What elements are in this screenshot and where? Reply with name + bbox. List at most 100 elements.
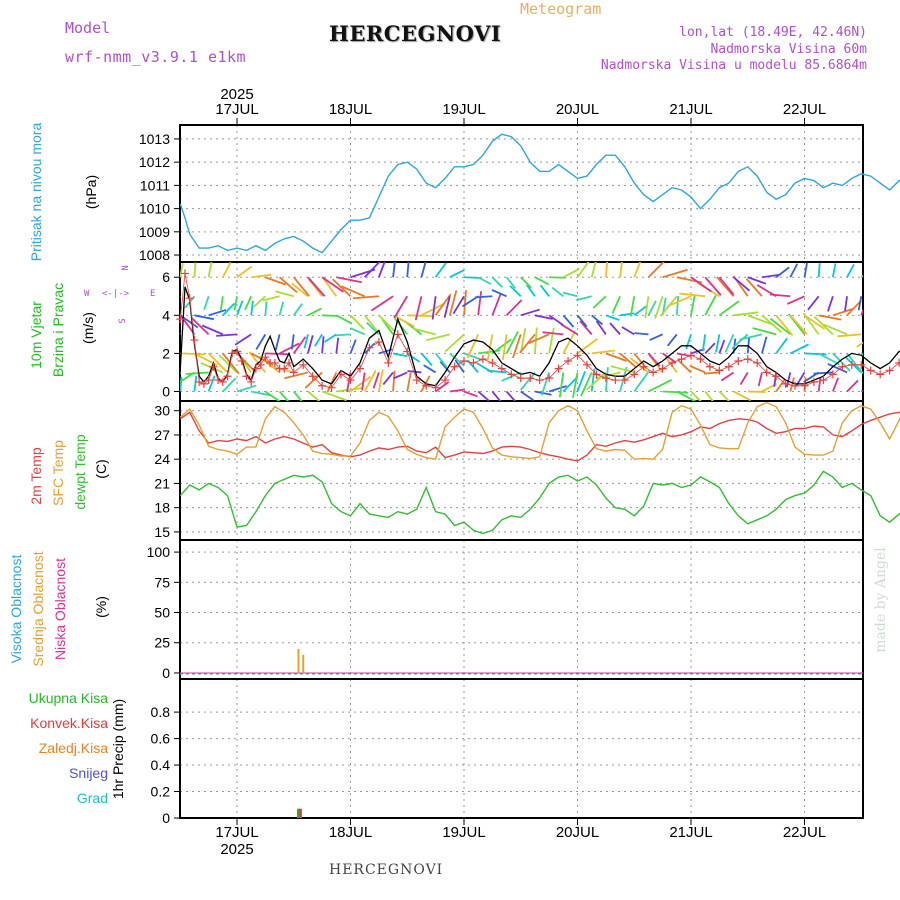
wind-arrow xyxy=(520,308,540,317)
wind-arrow xyxy=(846,300,862,316)
wind-arrow xyxy=(595,371,621,380)
wind-arrow xyxy=(463,390,478,398)
wind-arrow xyxy=(604,367,609,392)
wind-arrow xyxy=(180,295,181,298)
wind-arrow xyxy=(491,276,503,288)
wind-arrow xyxy=(307,276,326,297)
wind-arrow xyxy=(789,377,795,392)
wind-arrow xyxy=(248,351,267,373)
wind-arrow xyxy=(733,390,752,401)
wind-arrow xyxy=(633,305,647,317)
wind-arrow xyxy=(576,338,598,355)
model-label: Model xyxy=(65,19,111,37)
meteogram-label: Meteogram xyxy=(520,0,602,18)
wind-arrow xyxy=(591,314,603,326)
wind-arrow xyxy=(647,300,657,316)
wind-arrow xyxy=(477,276,492,285)
wind-arrow xyxy=(576,314,588,328)
wind-arrow xyxy=(307,390,321,401)
legend-convective-rain: Konvek.Kisa xyxy=(30,715,108,731)
wind-arrow xyxy=(720,371,735,382)
wind-arrow xyxy=(619,366,628,392)
wind-arrow xyxy=(509,285,522,297)
wind-arrow xyxy=(475,295,493,299)
y-tick-label: 0.6 xyxy=(151,731,171,747)
wind-arrow xyxy=(704,276,722,296)
wind-arrow xyxy=(831,263,837,278)
wind-arrow xyxy=(275,290,294,298)
wind-arrow xyxy=(326,372,338,393)
wind-arrow xyxy=(452,295,465,315)
wind-arrow xyxy=(278,301,285,316)
wind-arrow xyxy=(393,295,409,319)
wind-arrow xyxy=(731,333,749,350)
wind-arrow xyxy=(775,314,794,336)
wind-arrow xyxy=(321,276,344,293)
wind-arrow xyxy=(392,370,396,392)
wind-arrow xyxy=(747,314,773,326)
wind-arrow xyxy=(444,333,465,353)
wind-arrow xyxy=(180,352,206,356)
wind-arrow xyxy=(775,266,790,278)
wind-arrow xyxy=(586,371,607,391)
wind-arrow xyxy=(193,375,198,392)
wind-arrow xyxy=(846,352,863,374)
y-tick-label: 0 xyxy=(162,383,170,399)
y-tick-label: 4 xyxy=(162,307,170,323)
date-label-top: 21JUL xyxy=(669,101,712,118)
wind-arrow xyxy=(392,352,408,358)
wind-speed-line xyxy=(179,286,900,387)
wind-arrow xyxy=(443,296,451,318)
wind-arrow xyxy=(491,293,502,316)
wind-arrow xyxy=(321,390,347,401)
wind-arrow xyxy=(251,273,272,279)
wind-arrow xyxy=(323,333,337,343)
wind-arrow xyxy=(739,371,749,386)
wind-arrow xyxy=(856,341,863,348)
wind-arrow xyxy=(528,333,550,345)
y-tick-label: 2 xyxy=(162,345,170,361)
model-name: wrf-nmm_v3.9.1 e1km xyxy=(65,48,247,66)
wind-arrow xyxy=(666,333,678,347)
wind-arrow xyxy=(875,275,892,277)
wind-arrows xyxy=(180,262,892,401)
wind-arrow xyxy=(619,352,637,368)
y-tick-label: 0 xyxy=(162,665,170,681)
wind-arrow xyxy=(562,268,580,279)
wind-arrow xyxy=(407,370,422,374)
wind-arrow xyxy=(590,368,596,392)
wind-arrow xyxy=(718,390,731,401)
wind-arrow xyxy=(216,333,238,337)
wind-arrow xyxy=(576,262,590,278)
wind-arrow xyxy=(562,376,578,393)
wind-arrow xyxy=(236,265,253,278)
y-tick-label: 0 xyxy=(162,810,170,826)
wind-arrow xyxy=(827,295,834,312)
wind-arrow xyxy=(548,314,564,326)
date-label-top: 17JUL xyxy=(215,101,258,118)
wind-arrow xyxy=(349,314,365,330)
wind-arrow xyxy=(837,333,862,338)
wind-arrow xyxy=(591,349,616,355)
wind-arrow xyxy=(818,352,840,366)
wind-arrow xyxy=(690,294,696,316)
wind-arrow xyxy=(745,278,763,297)
y-tick-label: 6 xyxy=(162,269,170,285)
wind-arrow xyxy=(633,370,651,393)
wind-arrow xyxy=(370,295,394,312)
wind-arrow xyxy=(542,331,564,336)
wind-arrow xyxy=(775,378,786,392)
lonlat-label: lon,lat (18.49E, 42.46N) xyxy=(679,25,867,40)
wind-arrow xyxy=(860,308,863,316)
y-tick-label: 24 xyxy=(154,451,170,467)
wind-arrow xyxy=(251,390,273,397)
wind-arrow xyxy=(789,314,808,335)
wind-arrow xyxy=(590,262,597,278)
wind-arrow xyxy=(477,390,490,401)
panel-frame xyxy=(179,678,864,819)
wind-arrow xyxy=(549,276,566,279)
wind-arrow xyxy=(592,295,607,309)
precip-bar xyxy=(298,808,302,818)
y-tick-label: 100 xyxy=(147,544,171,560)
wind-arrow xyxy=(605,352,627,362)
